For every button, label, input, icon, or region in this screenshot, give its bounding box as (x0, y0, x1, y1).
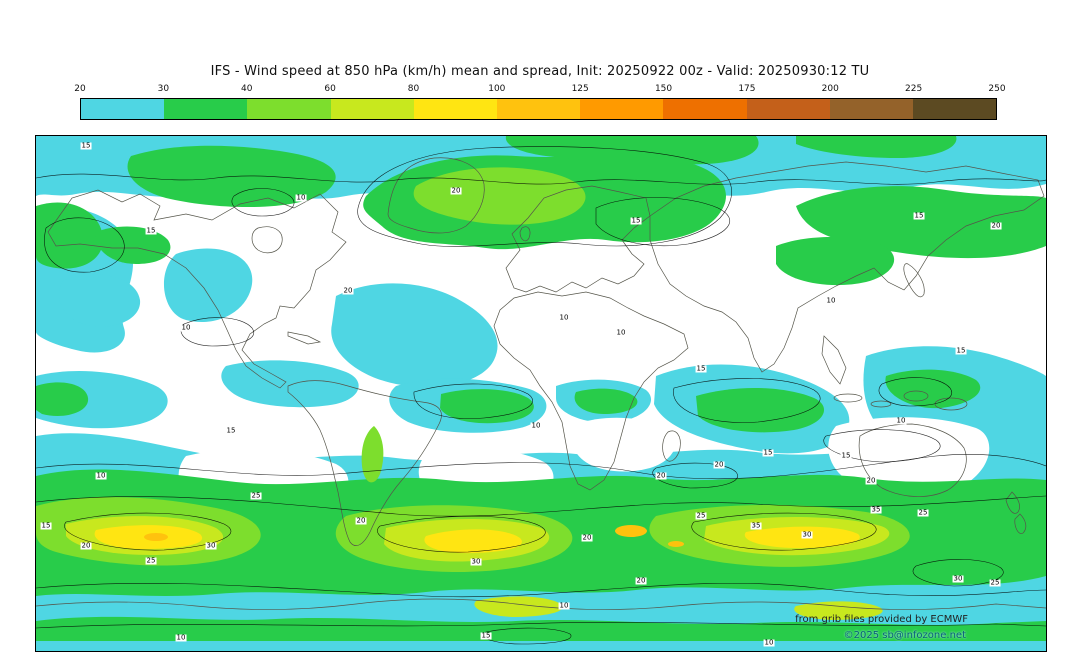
colorbar-tick: 200 (821, 84, 839, 94)
contour-label: 20 (581, 533, 593, 542)
colorbar-tick: 250 (988, 84, 1006, 94)
colorbar-segment (663, 99, 747, 119)
contour-label: 30 (952, 574, 964, 583)
colorbar-segment (81, 99, 165, 119)
colorbar (80, 98, 997, 120)
attribution-copyright: ©2025 sb@infozone.net (843, 630, 966, 641)
contour-label: 20 (865, 476, 877, 485)
coastlines (36, 157, 1046, 610)
contour-label: 15 (762, 448, 774, 457)
coastline-europe (505, 185, 651, 293)
coastline-sumatra (833, 393, 863, 403)
contour-label: 20 (80, 541, 92, 550)
colorbar-segment (164, 99, 248, 119)
colorbar-tick: 100 (488, 84, 506, 94)
contour-label: 20 (990, 221, 1002, 230)
colorbar-segment (496, 99, 581, 119)
coastline-north-america (47, 189, 347, 389)
colorbar-segment (330, 99, 414, 119)
contour-label: 15 (913, 211, 925, 220)
contour-label: 15 (225, 426, 237, 435)
attribution-ecmwf: from grib files provided by ECMWF (795, 614, 968, 625)
contour-label: 15 (840, 451, 852, 460)
contour-label: 25 (250, 491, 262, 500)
colorbar-tick: 40 (240, 84, 253, 94)
contour-label: 20 (450, 186, 462, 195)
coastline-indochina (821, 335, 847, 385)
colorbar-tick: 125 (571, 84, 589, 94)
colorbar-tick: 80 (407, 84, 420, 94)
contour-label: 20 (635, 576, 647, 585)
contour-label: 15 (145, 226, 157, 235)
colorbar-tick: 60 (324, 84, 336, 94)
colorbar-segment (829, 99, 913, 119)
contour-label: 25 (145, 556, 157, 565)
contour-label: 15 (80, 141, 92, 150)
contour-label: 10 (180, 323, 192, 332)
contour-label: 15 (40, 521, 52, 530)
colorbar-tick: 150 (654, 84, 673, 94)
colorbar-segment (413, 99, 497, 119)
colorbar-ticks: 20 30 40 60 80 100 125 150 175 200 225 250 (74, 84, 1005, 98)
coastline-new-zealand-south (1014, 513, 1027, 534)
coastline-south-america (287, 380, 442, 546)
contour-label: 10 (558, 313, 570, 322)
contour-label: 15 (630, 216, 642, 225)
world-map (36, 136, 1046, 651)
coastline-greenland (387, 157, 485, 234)
coastline-australia (858, 423, 967, 497)
contour-label: 10 (175, 633, 187, 642)
contour-label: 10 (530, 421, 542, 430)
contour-label: 10 (763, 638, 775, 647)
contour-label: 30 (801, 530, 813, 539)
contour-label: 10 (895, 416, 907, 425)
contour-label: 10 (615, 328, 627, 337)
contour-label: 15 (955, 346, 967, 355)
contour-label: 20 (655, 471, 667, 480)
contour-label: 25 (989, 578, 1001, 587)
coastline-cuba (287, 331, 322, 345)
contour-label: 20 (713, 460, 725, 469)
coastline-borneo (903, 390, 929, 402)
colorbar-tick: 20 (74, 84, 86, 94)
colorbar-segment (746, 99, 830, 119)
coastline-antarctica (36, 598, 1046, 610)
colorbar-tick: 175 (738, 84, 756, 94)
map-frame: 15 10 15 20 15 15 20 20 10 10 10 15 10 15 15 10 10 10 15 20… (35, 135, 1047, 652)
coastline-madagascar (662, 430, 681, 462)
coastline-africa (493, 291, 689, 491)
contour-label: 35 (870, 505, 882, 514)
coastline-british-isles (519, 226, 531, 242)
contour-label: 10 (558, 601, 570, 610)
coastline-asia (649, 161, 1045, 373)
contour-label: 25 (917, 508, 929, 517)
contour-label: 25 (695, 511, 707, 520)
contour-lines (36, 146, 1046, 645)
contour-label: 10 (295, 193, 307, 202)
colorbar-segment (247, 99, 331, 119)
contour-label: 35 (750, 521, 762, 530)
contour-label: 10 (95, 471, 107, 480)
colorbar-segment (580, 99, 664, 119)
contour-labels: 15 10 15 20 15 15 20 20 10 10 10 15 10 15 15 10 10 10 15 20… (36, 136, 1046, 651)
contour-label: 15 (480, 631, 492, 640)
colorbar-wrap: 20 30 40 60 80 100 125 150 175 200 225 250 (74, 84, 1006, 120)
contour-label: 15 (695, 364, 707, 373)
page-title: IFS - Wind speed at 850 hPa (km/h) mean … (210, 64, 870, 79)
colorbar-segment (912, 99, 997, 119)
contour-label: 30 (205, 541, 217, 550)
coastline-hudson-bay (251, 226, 283, 254)
contour-label: 20 (355, 516, 367, 525)
coastline-java (870, 400, 892, 408)
coastline-japan (903, 263, 925, 298)
colorbar-tick: 30 (157, 84, 170, 94)
contour-label: 30 (470, 557, 482, 566)
contour-label: 10 (825, 296, 837, 305)
contour-label: 20 (342, 286, 354, 295)
colorbar-tick: 225 (905, 84, 923, 94)
